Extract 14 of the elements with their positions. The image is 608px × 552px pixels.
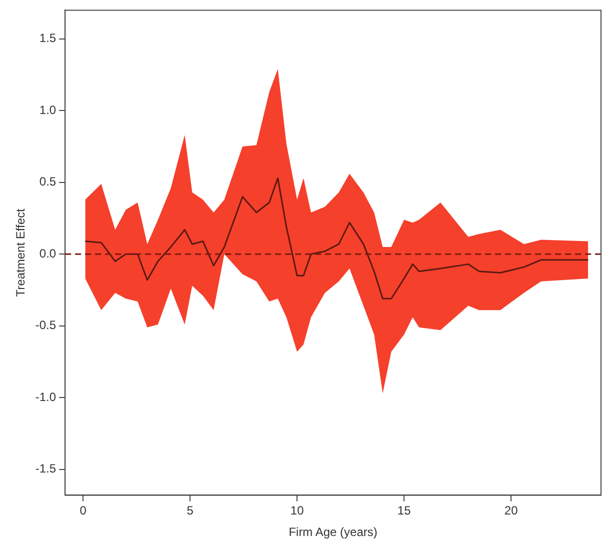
y-tick-label: -1.5 <box>35 462 56 476</box>
x-tick-label: 0 <box>80 504 87 518</box>
y-tick-label: 1.5 <box>39 31 56 46</box>
x-tick-label: 5 <box>186 504 194 518</box>
y-tick-label: 0.5 <box>39 174 56 189</box>
x-tick-label: 15 <box>397 504 412 518</box>
y-tick-label: -0.5 <box>35 318 56 332</box>
y-tick-label: -1.0 <box>35 390 56 404</box>
x-tick-label: 10 <box>290 504 304 518</box>
y-tick-label: 1.0 <box>39 102 56 117</box>
x-axis-title: Firm Age (years) <box>288 525 378 540</box>
y-tick-label: 0.0 <box>39 246 56 260</box>
y-axis-title: Treatment Effect <box>14 208 28 297</box>
x-tick-label: 20 <box>504 504 518 518</box>
